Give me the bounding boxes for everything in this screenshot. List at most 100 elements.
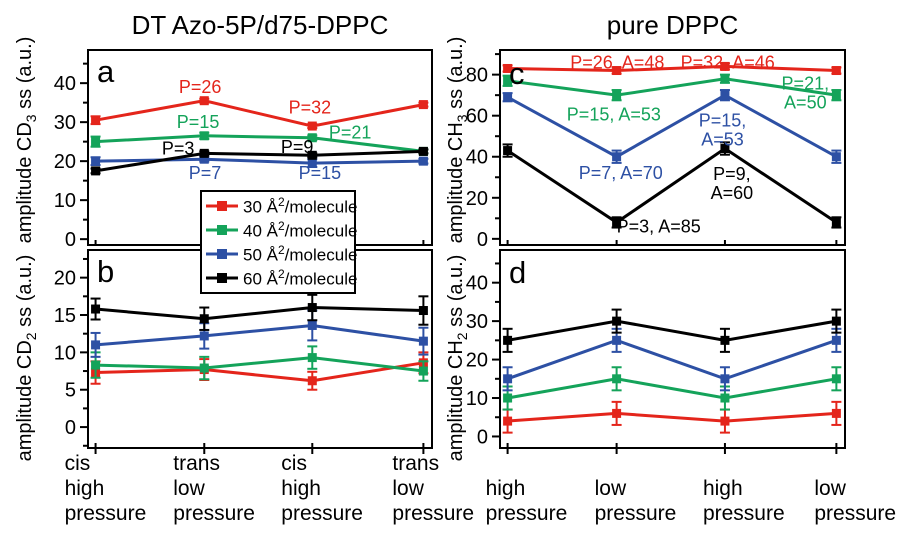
legend-label: 40 Å2/molecule bbox=[243, 218, 358, 241]
data-point-marker bbox=[720, 74, 730, 84]
legend: 30 Å2/molecule 40 Å2/molecule 50 Å2/mole… bbox=[200, 190, 358, 294]
data-point-marker bbox=[612, 66, 622, 76]
data-point-marker bbox=[831, 374, 841, 384]
data-point-marker bbox=[503, 63, 513, 73]
data-point-marker bbox=[612, 374, 622, 384]
annotation: P=26, A=48 bbox=[570, 52, 664, 72]
plot-box bbox=[499, 49, 846, 246]
data-point-marker bbox=[307, 121, 317, 131]
legend-label: 30 Å2/molecule bbox=[243, 194, 358, 217]
x-category-label: cis bbox=[65, 452, 91, 475]
data-point-marker bbox=[199, 154, 209, 164]
data-point-marker bbox=[612, 152, 622, 162]
annotation: P=9 bbox=[281, 137, 314, 157]
y-tick-label: 0 bbox=[477, 229, 488, 251]
plot-box bbox=[499, 249, 846, 449]
data-point-marker bbox=[612, 217, 622, 227]
annotation: P=9, A=60 bbox=[711, 164, 754, 203]
y-tick-label: 30 bbox=[54, 112, 76, 134]
x-category-label: trans bbox=[173, 452, 220, 475]
data-point-marker bbox=[720, 335, 730, 345]
legend-item-50: 50 Å2/molecule bbox=[202, 242, 358, 266]
panel-b-series-green bbox=[90, 345, 429, 382]
panel-d-series-green bbox=[502, 366, 842, 411]
annotation: P=21, A=50 bbox=[782, 74, 830, 113]
data-point-marker bbox=[91, 166, 101, 176]
data-point-marker bbox=[720, 393, 730, 403]
data-point-marker bbox=[307, 353, 317, 363]
y-tick-label: 40 bbox=[466, 147, 488, 169]
column-title-left: DT Azo-5P/d75-DPPC bbox=[131, 10, 389, 40]
panel-d-series-red bbox=[502, 400, 842, 434]
y-tick-label: 30 bbox=[466, 311, 488, 333]
x-category-label: pressure bbox=[595, 502, 677, 525]
data-point-marker bbox=[503, 393, 513, 403]
panel-d-series-blue bbox=[502, 327, 842, 392]
y-tick-label: 20 bbox=[54, 151, 76, 173]
y-tick-label: 0 bbox=[65, 229, 76, 251]
y-axis-ticks: 0 10 20 30 40 bbox=[54, 62, 425, 251]
y-tick-label: 10 bbox=[54, 342, 76, 364]
data-point-marker bbox=[418, 146, 428, 156]
data-point-marker bbox=[720, 144, 730, 154]
data-point-marker bbox=[307, 376, 317, 386]
y-tick-label: 60 bbox=[466, 106, 488, 128]
panel-a: 0 10 20 30 40 P=26 P=15 P=3 P=7 P=32 P=21 P=9 P=15 bbox=[54, 49, 433, 251]
x-category-label: pressure bbox=[281, 502, 363, 525]
panel-b-series-red bbox=[90, 351, 429, 391]
data-point-marker bbox=[307, 303, 317, 313]
data-point-marker bbox=[418, 100, 428, 110]
legend-marker-red-square bbox=[206, 201, 238, 211]
y-tick-label: 40 bbox=[466, 273, 488, 295]
panel-c-series-blue bbox=[502, 89, 842, 164]
data-point-marker bbox=[720, 416, 730, 426]
annotation: P=32, A=46 bbox=[681, 52, 775, 72]
x-category-label: pressure bbox=[392, 502, 474, 525]
data-point-marker bbox=[199, 363, 209, 373]
x-category-label: cis bbox=[281, 452, 307, 475]
x-category-label: high bbox=[281, 477, 321, 500]
x-category-label: high bbox=[65, 477, 105, 500]
data-point-marker bbox=[199, 331, 209, 341]
data-point-marker bbox=[91, 137, 101, 147]
panel-letter-b: b bbox=[97, 254, 115, 289]
panel-c-series-red bbox=[502, 61, 842, 76]
data-point-marker bbox=[503, 76, 513, 86]
panel-d: 0 10 20 30 40 bbox=[466, 249, 846, 454]
data-point-marker bbox=[720, 61, 730, 71]
y-tick-label: 40 bbox=[54, 73, 76, 95]
data-point-marker bbox=[503, 92, 513, 102]
data-point-marker bbox=[503, 146, 513, 156]
data-point-marker bbox=[199, 148, 209, 158]
x-category-label: high bbox=[486, 477, 526, 500]
annotation: P=15, A=53 bbox=[567, 105, 661, 125]
data-point-marker bbox=[91, 156, 101, 166]
legend-item-60: 60 Å2/molecule bbox=[202, 266, 357, 290]
annotation: P=21 bbox=[329, 122, 372, 142]
annotation: P=15 bbox=[177, 112, 220, 132]
annotation: P=7, A=70 bbox=[579, 163, 663, 183]
data-point-marker bbox=[831, 316, 841, 326]
data-point-marker bbox=[612, 90, 622, 100]
data-point-marker bbox=[91, 360, 101, 370]
panel-letter-c: c bbox=[509, 56, 525, 91]
y-tick-label: 0 bbox=[477, 426, 488, 448]
y-tick-label: 20 bbox=[466, 350, 488, 372]
x-category-label: low bbox=[595, 477, 627, 500]
panel-c-series-green bbox=[502, 73, 842, 102]
data-point-marker bbox=[418, 306, 428, 316]
data-point-marker bbox=[199, 131, 209, 141]
x-category-label: low bbox=[814, 477, 846, 500]
legend-label: 50 Å2/molecule bbox=[243, 242, 358, 265]
data-point-marker bbox=[503, 374, 513, 384]
data-point-marker bbox=[503, 416, 513, 426]
x-category-label: high bbox=[703, 477, 743, 500]
y-tick-label: 5 bbox=[65, 380, 76, 402]
data-point-marker bbox=[418, 336, 428, 346]
y-tick-label: 10 bbox=[466, 388, 488, 410]
panel-a-series-blue bbox=[90, 154, 429, 168]
x-category-label: trans bbox=[392, 452, 439, 475]
data-point-marker bbox=[720, 90, 730, 100]
annotation: P=7 bbox=[189, 163, 222, 183]
